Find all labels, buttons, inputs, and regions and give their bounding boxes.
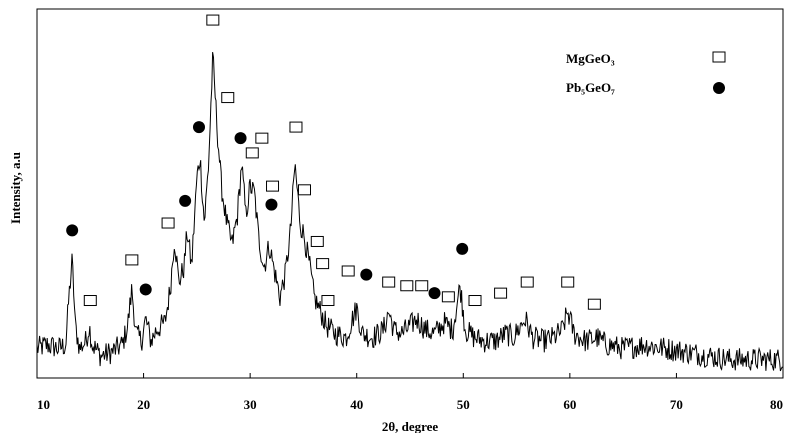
legend-marker-filled-circle	[713, 82, 725, 94]
x-tick-label: 50	[457, 397, 470, 412]
mggeo3-peak-marker	[161, 217, 175, 229]
legend-label-mggeo3: MgGeO₃	[566, 51, 615, 66]
x-axis-tick-labels: 10 20 30 40 50 60 70 80	[37, 397, 783, 412]
x-tick-label: 10	[37, 397, 50, 412]
mggeo3-peak-marker	[341, 265, 355, 277]
mggeo3-peak-marker	[382, 276, 396, 288]
pb5geo7-peak-marker	[428, 287, 441, 300]
mggeo3-peak-marker	[221, 92, 235, 104]
pb5geo7-peak-marker	[265, 198, 278, 211]
mggeo3-peak-marker	[310, 235, 324, 247]
x-tick-label: 70	[670, 397, 683, 412]
x-axis-label: 2θ, degree	[382, 419, 439, 433]
mggeo3-peak-marker	[125, 254, 139, 266]
mggeo3-peak-marker	[587, 298, 601, 310]
mggeo3-peak-marker	[316, 258, 330, 270]
mggeo3-peak-marker	[441, 291, 455, 303]
x-tick-label: 60	[563, 397, 576, 412]
mggeo3-peak-marker	[245, 147, 259, 159]
mggeo3-peak-marker	[520, 276, 534, 288]
mggeo3-peak-marker	[561, 276, 575, 288]
mggeo3-peak-marker	[83, 295, 97, 307]
y-axis-label: Intensity, a.u	[8, 152, 23, 224]
mggeo3-peak-marker	[468, 295, 482, 307]
pb5geo7-peak-marker	[234, 132, 247, 145]
x-tick-label: 20	[137, 397, 150, 412]
legend-marker-open-square	[712, 51, 726, 63]
x-axis-ticks	[36, 373, 784, 378]
mggeo3-peak-marker	[206, 14, 220, 26]
x-tick-label: 40	[350, 397, 363, 412]
phase-markers	[66, 14, 601, 310]
x-tick-label: 80	[770, 397, 783, 412]
legend-label-pb5geo7: Pb₅GeO₇	[566, 80, 615, 95]
pb5geo7-peak-marker	[360, 268, 373, 281]
mggeo3-peak-marker	[415, 280, 429, 292]
pb5geo7-peak-marker	[179, 194, 192, 207]
pb5geo7-peak-marker	[66, 224, 79, 237]
pb5geo7-peak-marker	[139, 283, 152, 296]
pb5geo7-peak-marker	[192, 121, 205, 134]
mggeo3-peak-marker	[255, 132, 269, 144]
mggeo3-peak-marker	[266, 180, 280, 192]
mggeo3-peak-marker	[321, 295, 335, 307]
mggeo3-peak-marker	[400, 280, 414, 292]
x-tick-label: 30	[244, 397, 257, 412]
xrd-pattern-line	[36, 52, 784, 372]
mggeo3-peak-marker	[494, 287, 508, 299]
pb5geo7-peak-marker	[456, 242, 469, 255]
plot-frame	[36, 8, 784, 379]
mggeo3-peak-marker	[297, 184, 311, 196]
legend: MgGeO₃ Pb₅GeO₇	[566, 51, 726, 95]
mggeo3-peak-marker	[289, 121, 303, 133]
